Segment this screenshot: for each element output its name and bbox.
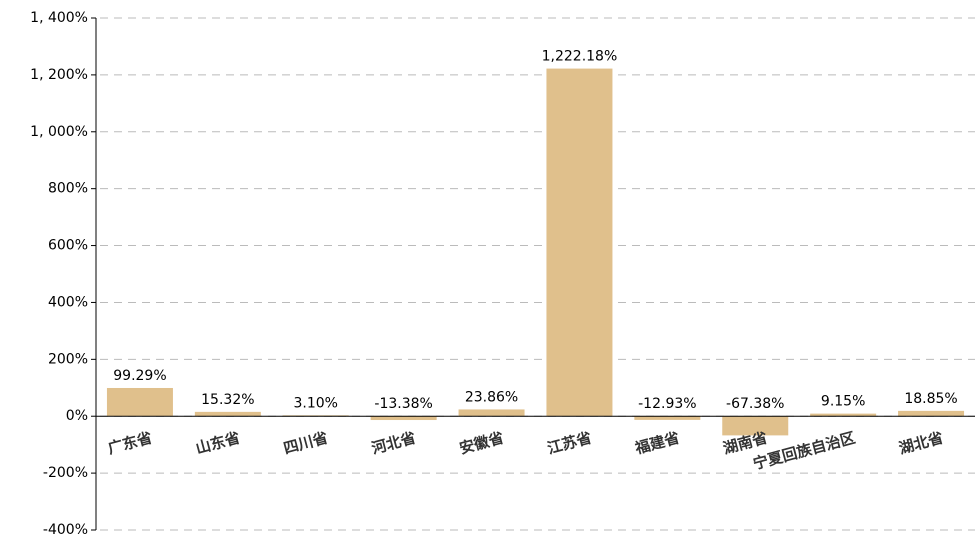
data-label: -12.93% (638, 396, 696, 412)
y-tick-label: 200% (48, 351, 88, 367)
y-tick-label: 1, 000% (30, 124, 88, 140)
x-tick-label: 广东省 (106, 429, 154, 458)
data-label: 1,222.18% (542, 49, 618, 65)
data-label: -13.38% (374, 396, 432, 412)
x-tick-label: 山东省 (194, 429, 242, 458)
data-label: 18.85% (904, 391, 957, 407)
data-label: -67.38% (726, 396, 784, 412)
bar (194, 411, 261, 417)
data-label: 15.32% (201, 392, 254, 408)
bar (634, 416, 701, 420)
y-tick-label: 800% (48, 181, 88, 197)
x-tick-label: 湖北省 (897, 429, 945, 458)
y-tick-label: 0% (66, 408, 88, 424)
bar (546, 68, 613, 417)
x-tick-label: 河北省 (370, 429, 418, 458)
y-tick-label: 1, 400% (30, 10, 88, 26)
data-label: 23.86% (465, 389, 518, 405)
bar (106, 387, 173, 417)
x-tick-label: 福建省 (632, 429, 681, 458)
bar (370, 416, 437, 421)
x-tick-label: 四川省 (282, 429, 330, 458)
y-tick-label: 1, 200% (30, 67, 88, 83)
x-tick-label: 安徽省 (457, 429, 505, 458)
y-tick-label: 400% (48, 294, 88, 310)
x-tick-label: 江苏省 (545, 429, 593, 458)
bar (458, 409, 525, 417)
data-label: 3.10% (294, 395, 338, 411)
y-tick-label: -200% (43, 465, 88, 481)
data-label: 9.15% (821, 394, 865, 410)
y-tick-label: -400% (43, 522, 88, 538)
data-label: 99.29% (113, 368, 166, 384)
y-tick-label: 600% (48, 238, 88, 254)
bar (722, 416, 789, 436)
bar (810, 413, 877, 417)
bar (898, 410, 965, 417)
